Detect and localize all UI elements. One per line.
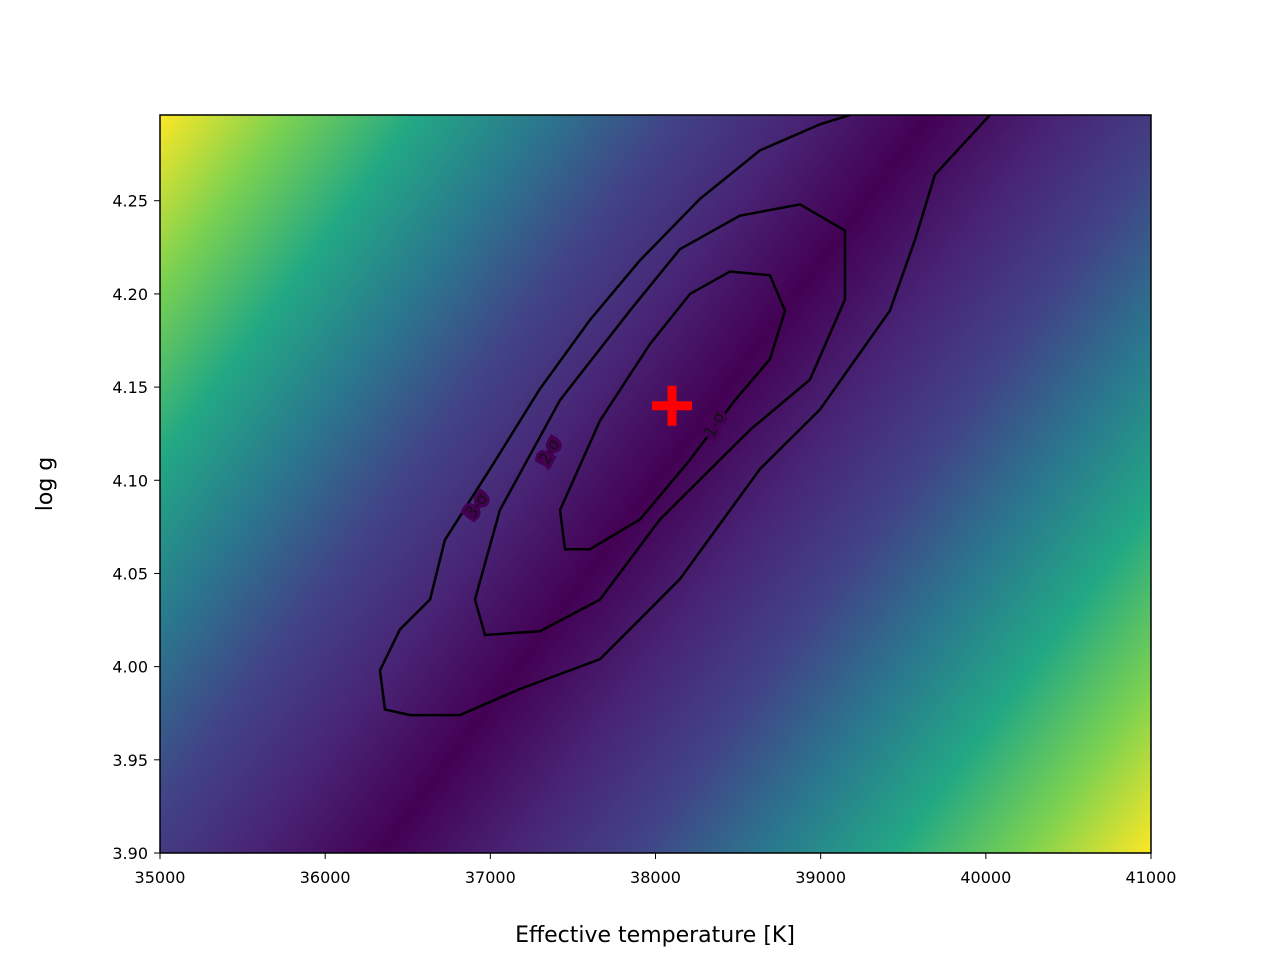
y-axis-label: log g: [33, 457, 58, 512]
y-tick-label: 4.20: [112, 285, 148, 304]
best-fit-marker: [652, 385, 693, 426]
x-tick-label: 36000: [300, 868, 351, 887]
x-tick-label: 39000: [795, 868, 846, 887]
x-tick-label: 40000: [960, 868, 1011, 887]
x-axis-label: Effective temperature [K]: [515, 923, 795, 948]
heatmap: [160, 115, 1151, 853]
x-tick-label: 38000: [630, 868, 681, 887]
contour-line: [473, 203, 847, 637]
y-tick-label: 4.05: [112, 564, 148, 583]
y-tick-label: 4.10: [112, 471, 148, 490]
x-tick-label: 35000: [135, 868, 186, 887]
y-tick-label: 4.15: [112, 378, 148, 397]
x-tick-label: 37000: [465, 868, 516, 887]
y-tick-label: 3.95: [112, 751, 148, 770]
contour-line: [378, 115, 991, 717]
y-tick-label: 4.00: [112, 658, 148, 677]
y-tick-label: 4.25: [112, 192, 148, 211]
y-tick-label: 3.90: [112, 844, 148, 863]
contour-line: [558, 270, 787, 551]
x-tick-label: 41000: [1126, 868, 1177, 887]
